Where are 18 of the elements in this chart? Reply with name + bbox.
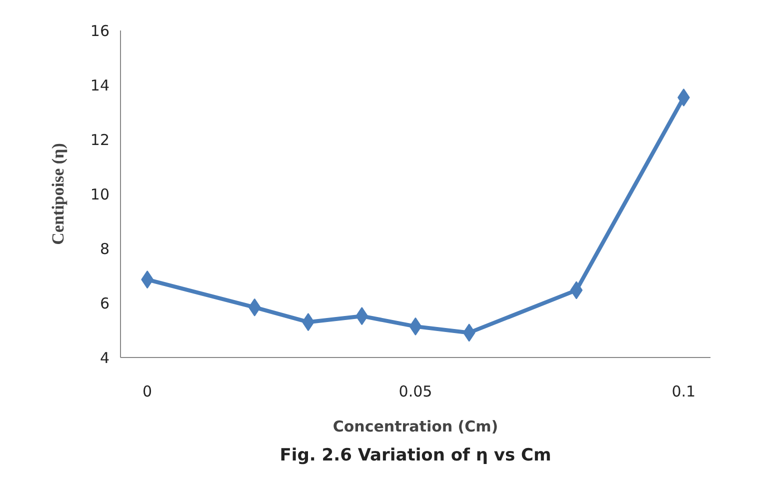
- x-tick-label: 0.05: [398, 382, 432, 400]
- point: [248, 298, 261, 316]
- y-tick-label: 10: [90, 186, 110, 204]
- y-tick-label: 12: [90, 131, 110, 149]
- point: [570, 281, 583, 300]
- caption: Fig. 2.6 Variation of η vs Cm: [280, 446, 552, 466]
- point: [462, 324, 476, 342]
- y-tick-label: 14: [90, 76, 110, 94]
- y-tick-label: 16: [90, 22, 110, 40]
- y-tick-label: 8: [100, 240, 110, 258]
- x-tick-label: 0.1: [672, 382, 696, 400]
- x-axis-title: Concentration (Cm): [332, 418, 498, 436]
- y-axis-title: Centipoise (η): [48, 143, 68, 245]
- point: [409, 317, 422, 336]
- y-tick-label: 6: [100, 294, 110, 312]
- point: [356, 307, 368, 326]
- y-tick-label: 4: [100, 349, 110, 367]
- x-tick-label: 0: [142, 382, 152, 400]
